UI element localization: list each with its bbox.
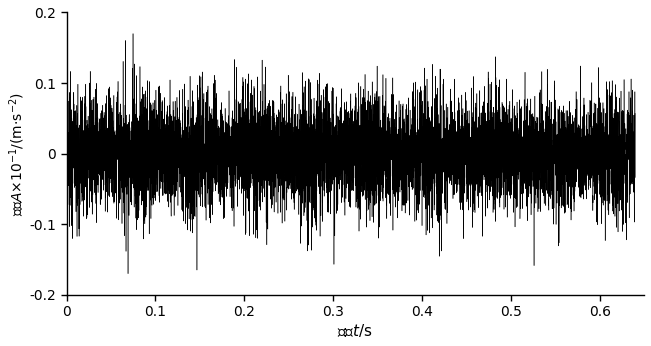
Y-axis label: 幅值$A$×10$^{-1}$/(m·s$^{-2}$): 幅值$A$×10$^{-1}$/(m·s$^{-2}$) — [7, 92, 27, 216]
X-axis label: 时间$t$/s: 时间$t$/s — [337, 322, 373, 339]
